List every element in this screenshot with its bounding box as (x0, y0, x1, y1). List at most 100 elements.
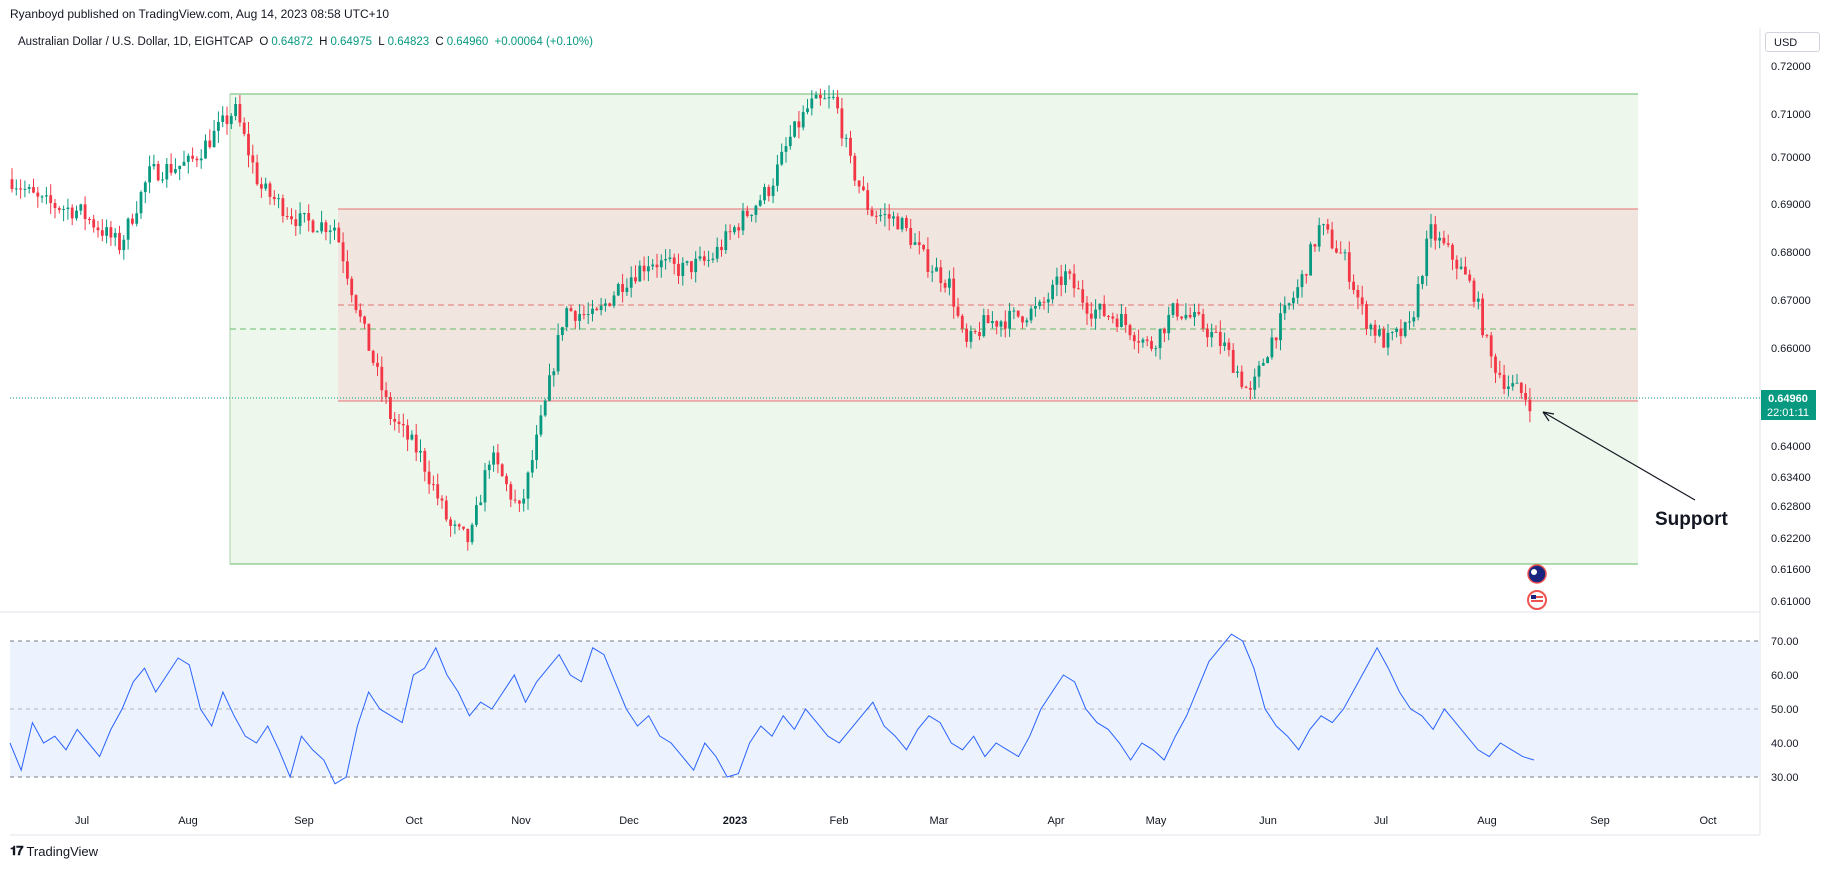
candle-body (1201, 314, 1205, 329)
candle-body (715, 246, 719, 259)
candle-body (1446, 243, 1450, 245)
candle-body (1304, 274, 1308, 276)
candle-body (234, 104, 237, 117)
price-tick-label: 0.68000 (1771, 247, 1811, 259)
candle-body (879, 214, 882, 217)
high-label: H (319, 36, 328, 48)
low-value: 0.64823 (387, 36, 430, 48)
candle-body (32, 187, 35, 193)
last-price-tag (1761, 390, 1816, 420)
candle-body (668, 257, 672, 260)
candle-body (522, 498, 526, 504)
price-tick-label: 0.70000 (1771, 152, 1811, 164)
candle-body (750, 214, 753, 217)
candle-body (556, 335, 560, 372)
candle-body (543, 400, 547, 416)
candle-body (586, 314, 590, 316)
candle-body (191, 155, 194, 159)
price-tick-label: 0.61600 (1771, 564, 1811, 576)
candle-body (1433, 224, 1437, 241)
price-tick-label: 0.63400 (1771, 472, 1811, 484)
candles-group[interactable] (10, 85, 1532, 551)
candle-body (1382, 329, 1386, 348)
candle-body (1455, 259, 1459, 269)
price-tick-label: 0.66000 (1771, 343, 1811, 355)
au-flag-icon[interactable] (1527, 564, 1547, 584)
us-flag-icon[interactable] (1527, 590, 1547, 610)
time-axis[interactable]: Jul Aug Sep Oct Nov Dec 2023 Feb Mar Apr May Jun Jul… (75, 815, 1717, 827)
candle-body (844, 137, 848, 139)
candle-body (814, 94, 818, 99)
publisher-line: Ryanboyd published on TradingView.com, A… (10, 7, 390, 21)
candle-body (113, 233, 117, 238)
currency-button[interactable]: USD (1765, 32, 1820, 52)
candle-body (1330, 229, 1334, 249)
candle-body (694, 258, 698, 273)
candle-body (444, 500, 448, 520)
rsi-line[interactable] (9, 633, 1535, 785)
candle-body (965, 328, 968, 342)
candle-body (948, 278, 951, 288)
candle-body (724, 231, 728, 251)
candle-body (1115, 318, 1119, 327)
symbol-name[interactable]: Australian Dollar / U.S. Dollar, 1D, EIG… (18, 36, 254, 48)
candle-body (1094, 309, 1097, 319)
candle-body (105, 227, 108, 236)
candle-body (1197, 311, 1201, 315)
candle-body (1029, 308, 1033, 321)
candle-body (178, 165, 182, 170)
candle-body (1055, 276, 1059, 285)
candle-body (1395, 328, 1398, 332)
open-value: 0.64872 (271, 36, 313, 48)
candle-body (806, 108, 809, 113)
candle-body (1077, 288, 1080, 290)
candle-body (857, 180, 861, 187)
price-axis[interactable]: 0.72000 0.71000 0.70000 0.69000 0.68000 0.670… (1771, 61, 1811, 608)
candle-body (552, 371, 556, 376)
candle-body (642, 265, 646, 272)
candle-body (1451, 244, 1454, 260)
candle-body (1309, 244, 1312, 276)
candle-body (23, 188, 27, 190)
tradingview-brand[interactable]: 𝟏𝟕 TradingView (10, 843, 98, 859)
candle-body (1184, 314, 1188, 319)
close-label: C (435, 36, 444, 48)
price-tick-label: 0.72000 (1771, 61, 1811, 73)
candle-body (1111, 316, 1115, 319)
candle-body (341, 242, 345, 262)
candle-body (819, 94, 822, 99)
rsi-axis[interactable]: 70.00 60.00 50.00 40.00 30.00 (1771, 636, 1799, 784)
tradingview-logo-icon: 𝟏𝟕 (10, 843, 24, 858)
candle-body (608, 303, 612, 306)
candle-body (930, 271, 934, 273)
candle-body (311, 220, 315, 233)
candle-body (831, 96, 835, 98)
candle-body (776, 164, 779, 186)
candle-body (384, 390, 388, 398)
candle-body (672, 257, 676, 264)
candle-body (629, 277, 633, 288)
candle-body (242, 122, 246, 134)
candle-body (905, 217, 908, 229)
candle-body (591, 308, 594, 315)
candle-body (62, 209, 65, 211)
candle-body (1399, 328, 1403, 337)
candle-body (1236, 371, 1239, 373)
candle-body (1425, 238, 1429, 277)
candle-body (1347, 252, 1351, 282)
candle-body (866, 190, 870, 210)
candle-body (913, 242, 917, 245)
candle-body (513, 499, 517, 501)
support-annotation[interactable]: Support (1655, 509, 1728, 530)
time-tick-label: Apr (1047, 815, 1064, 827)
candle-body (1167, 314, 1171, 334)
candle-body (926, 249, 930, 272)
support-arrow[interactable] (1542, 411, 1696, 501)
candle-body (1360, 297, 1364, 305)
candle-body (578, 314, 581, 321)
candle-body (1352, 281, 1355, 290)
candle-body (1253, 376, 1257, 390)
candle-body (745, 210, 749, 217)
candle-body (1145, 339, 1149, 341)
